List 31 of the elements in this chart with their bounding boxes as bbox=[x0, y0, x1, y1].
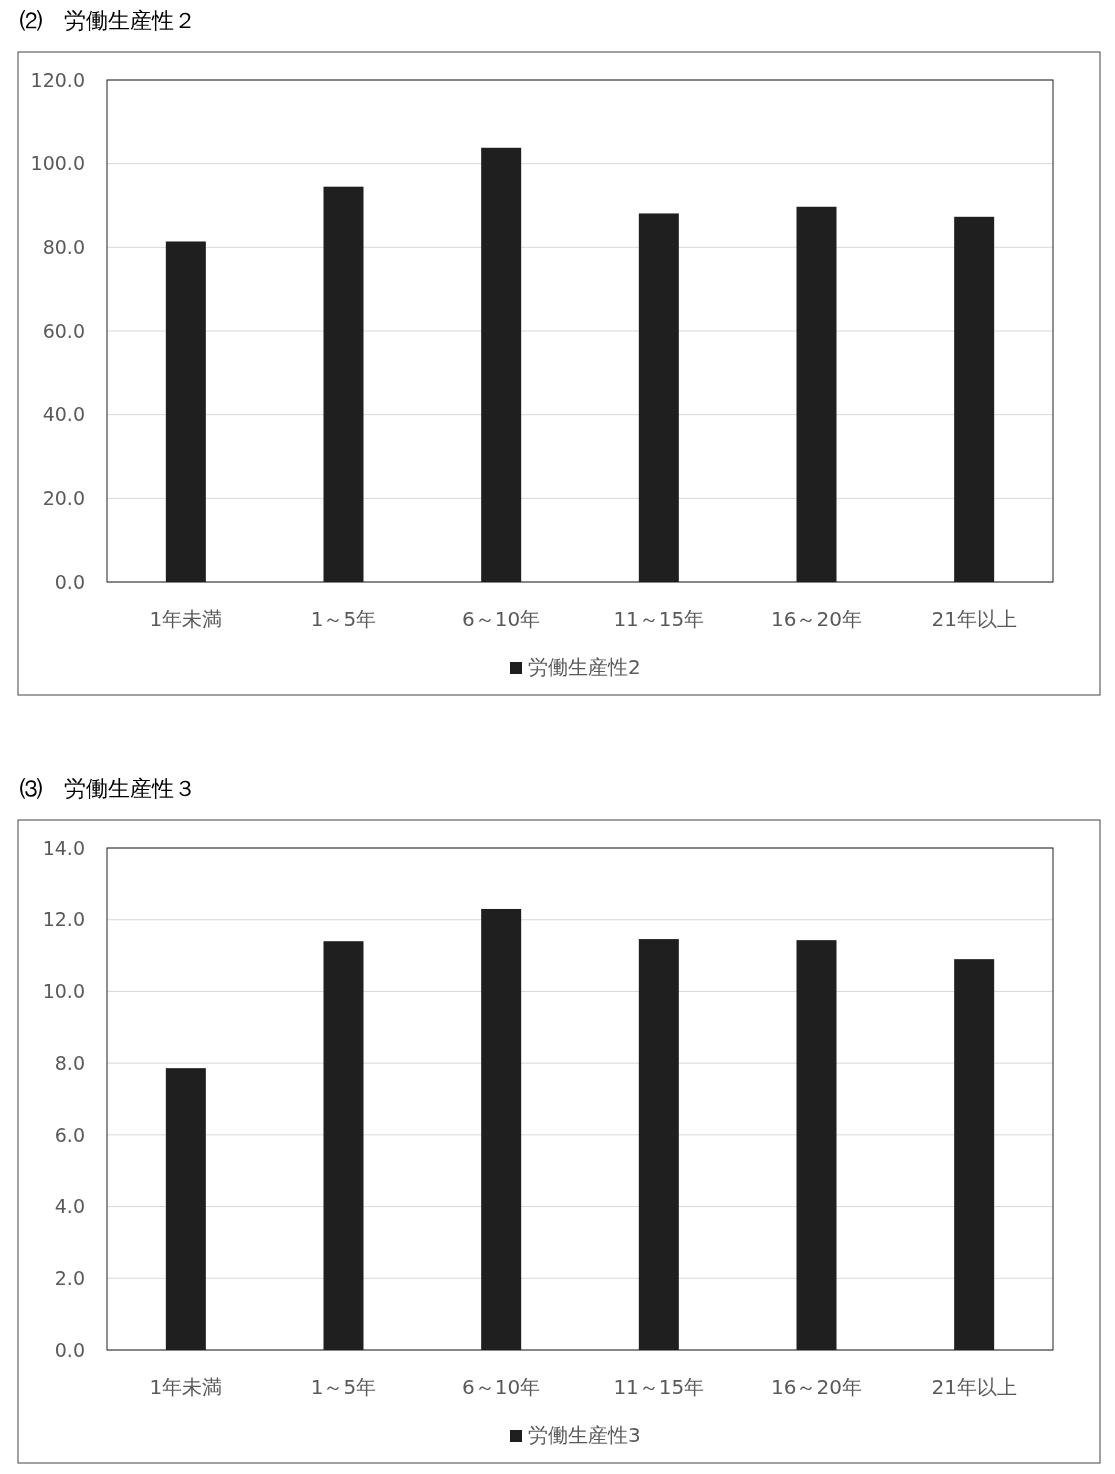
chart-title: ⑵ 労働生産性２ bbox=[20, 8, 196, 33]
x-tick-label: 11～15年 bbox=[613, 607, 705, 631]
x-tick-label: 11～15年 bbox=[613, 1375, 705, 1399]
x-tick-label: 1～5年 bbox=[310, 1375, 377, 1399]
x-tick-label: 21年以上 bbox=[931, 1375, 1017, 1399]
x-tick-label: 6～10年 bbox=[462, 607, 541, 631]
x-tick-label: 21年以上 bbox=[931, 607, 1017, 631]
y-tick-label: 40.0 bbox=[42, 403, 85, 426]
y-tick-label: 14.0 bbox=[42, 836, 85, 859]
y-tick-label: 2.0 bbox=[54, 1266, 85, 1289]
y-tick-label: 60.0 bbox=[42, 319, 85, 342]
legend-label: 労働生産性3 bbox=[528, 1423, 641, 1447]
x-tick-label: 6～10年 bbox=[462, 1375, 541, 1399]
chart-title: ⑶ 労働生産性３ bbox=[20, 776, 196, 801]
x-tick-label: 1年未満 bbox=[149, 607, 223, 631]
y-tick-label: 6.0 bbox=[54, 1123, 85, 1146]
y-tick-label: 0.0 bbox=[54, 1338, 85, 1361]
y-tick-label: 4.0 bbox=[54, 1195, 85, 1218]
y-tick-label: 0.0 bbox=[54, 570, 85, 593]
y-tick-label: 80.0 bbox=[42, 235, 85, 258]
y-tick-label: 100.0 bbox=[30, 152, 85, 175]
legend-label: 労働生産性2 bbox=[528, 655, 641, 679]
x-tick-label: 1年未満 bbox=[149, 1375, 223, 1399]
y-tick-label: 8.0 bbox=[54, 1051, 85, 1074]
y-tick-label: 120.0 bbox=[30, 68, 85, 91]
x-tick-label: 1～5年 bbox=[310, 607, 377, 631]
x-tick-label: 16～20年 bbox=[771, 607, 862, 631]
x-tick-label: 16～20年 bbox=[771, 1375, 862, 1399]
y-tick-label: 10.0 bbox=[42, 980, 85, 1003]
y-tick-label: 12.0 bbox=[42, 908, 85, 931]
y-tick-label: 20.0 bbox=[42, 486, 85, 509]
